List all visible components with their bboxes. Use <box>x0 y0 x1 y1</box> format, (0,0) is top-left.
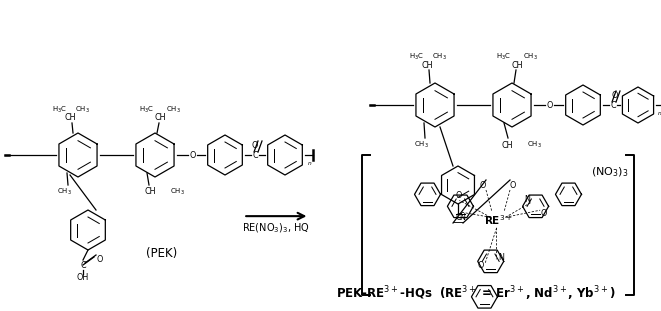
Text: H$_3$C: H$_3$C <box>139 105 155 115</box>
Text: CH$_3$: CH$_3$ <box>527 140 541 150</box>
Text: RE(NO$_3$)$_3$, HQ: RE(NO$_3$)$_3$, HQ <box>243 222 310 235</box>
Text: CH$_3$: CH$_3$ <box>432 52 446 62</box>
Text: $_n$: $_n$ <box>657 109 661 118</box>
Text: H$_3$C: H$_3$C <box>52 105 67 115</box>
Text: CH$_3$: CH$_3$ <box>523 52 537 62</box>
Text: O: O <box>612 91 618 100</box>
Text: C: C <box>610 100 616 109</box>
Text: O: O <box>547 100 553 109</box>
Text: N: N <box>459 213 465 222</box>
Text: CH$_3$: CH$_3$ <box>75 105 89 115</box>
Text: CH$_3$: CH$_3$ <box>57 187 71 197</box>
Text: O: O <box>190 151 196 160</box>
Text: H$_3$C: H$_3$C <box>409 52 424 62</box>
Text: O: O <box>541 209 547 218</box>
Text: CH$_3$: CH$_3$ <box>414 140 428 150</box>
Text: N: N <box>498 253 504 262</box>
Text: CH: CH <box>501 141 513 150</box>
Text: O: O <box>252 141 258 150</box>
Text: CH: CH <box>511 61 523 69</box>
Text: C: C <box>80 261 86 270</box>
Text: C: C <box>455 213 461 222</box>
Text: CH$_3$: CH$_3$ <box>165 105 180 115</box>
Text: CH$_3$: CH$_3$ <box>169 187 184 197</box>
Text: RE$^{3+}$: RE$^{3+}$ <box>484 213 512 227</box>
Text: (NO$_3$)$_3$: (NO$_3$)$_3$ <box>591 166 628 179</box>
Text: CH: CH <box>64 114 76 123</box>
Text: N: N <box>524 195 530 204</box>
Text: O: O <box>97 256 103 264</box>
Text: H$_3$C: H$_3$C <box>496 52 512 62</box>
Text: PEK-RE$^{3+}$-HQs  (RE$^{3+}$ = Er$^{3+}$, Nd$^{3+}$, Yb$^{3+}$): PEK-RE$^{3+}$-HQs (RE$^{3+}$ = Er$^{3+}$… <box>336 285 615 303</box>
Text: O: O <box>480 180 486 189</box>
Text: O: O <box>455 191 461 200</box>
Text: CH: CH <box>421 61 433 69</box>
Text: OH: OH <box>77 272 89 281</box>
Text: CH: CH <box>154 114 166 123</box>
Text: CH: CH <box>144 188 156 197</box>
Text: (PEK): (PEK) <box>146 247 178 260</box>
Text: C: C <box>253 151 258 160</box>
Text: $_n$: $_n$ <box>307 159 313 168</box>
Text: O: O <box>510 180 516 189</box>
Text: O: O <box>477 261 484 270</box>
